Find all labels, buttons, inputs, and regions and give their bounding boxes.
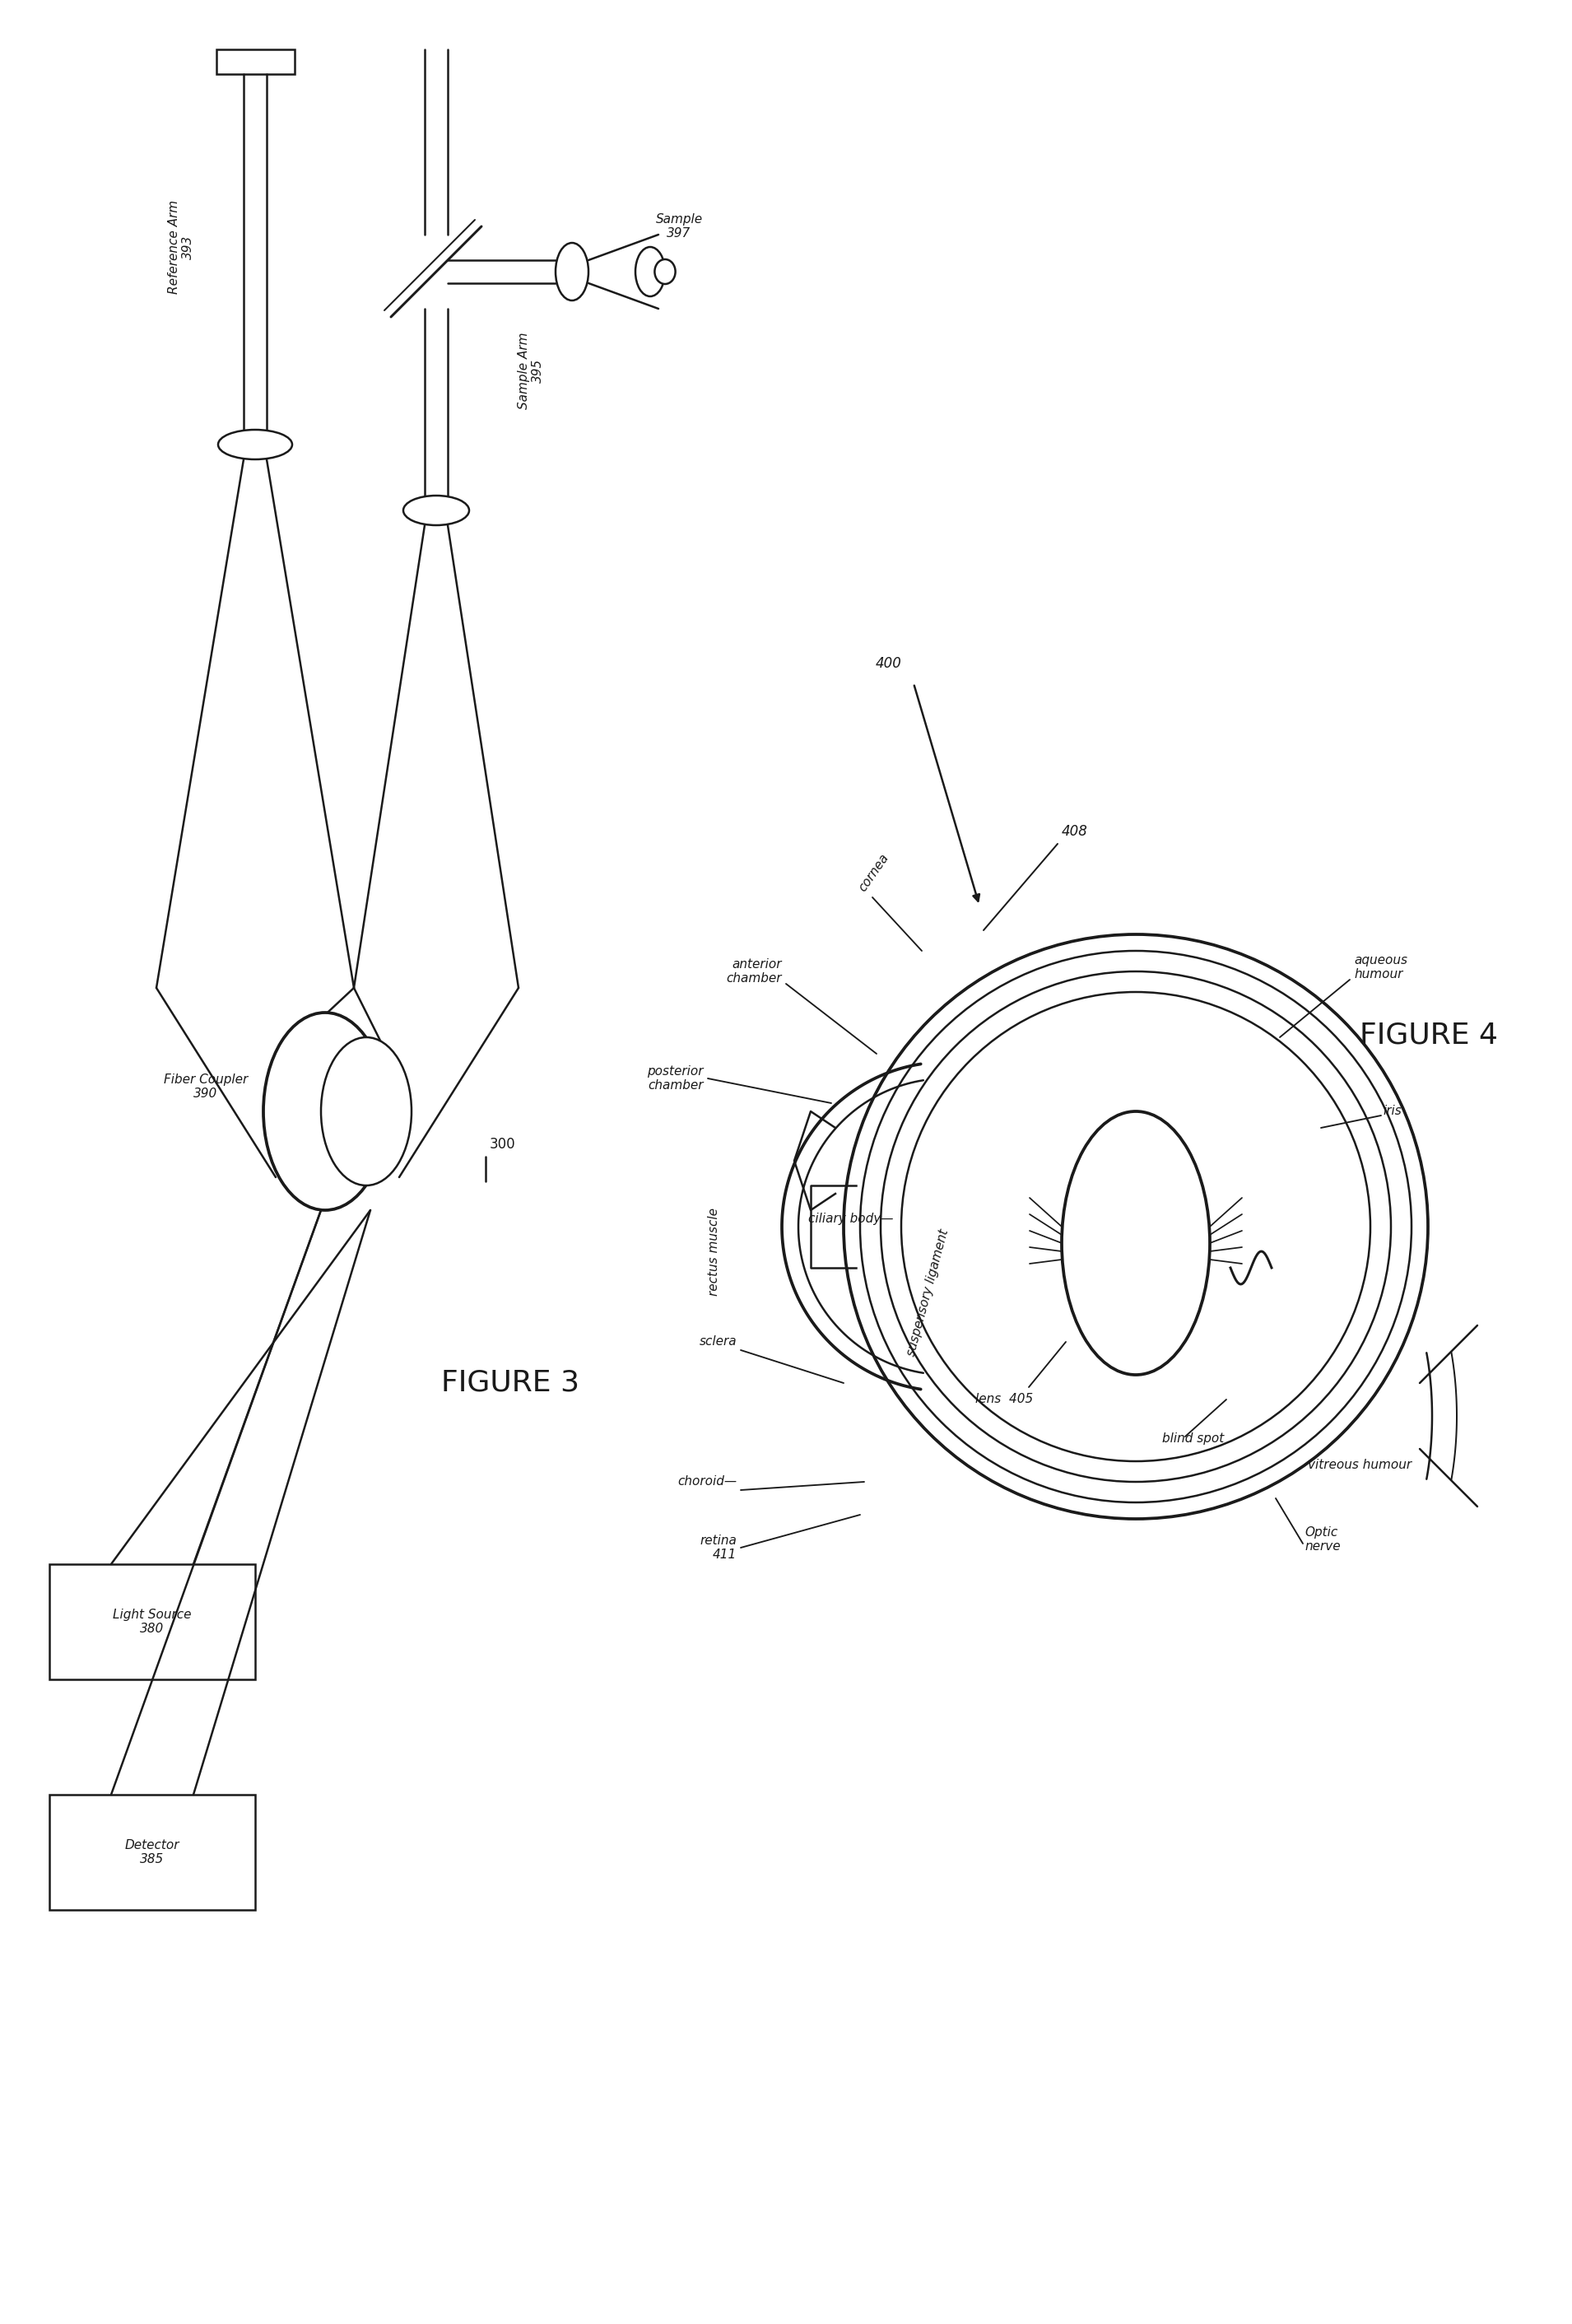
Ellipse shape bbox=[321, 1037, 412, 1185]
Text: FIGURE 4: FIGURE 4 bbox=[1360, 1020, 1498, 1048]
Text: suspensory ligament: suspensory ligament bbox=[905, 1227, 951, 1357]
Ellipse shape bbox=[654, 260, 676, 284]
Text: retina
411: retina 411 bbox=[700, 1534, 737, 1562]
Text: Sample Arm
395: Sample Arm 395 bbox=[517, 332, 544, 409]
Text: fovea: fovea bbox=[1102, 1350, 1137, 1362]
Text: anterior
chamber: anterior chamber bbox=[726, 957, 781, 985]
Text: 300: 300 bbox=[490, 1136, 516, 1153]
Text: rectus muscle: rectus muscle bbox=[707, 1206, 720, 1294]
Ellipse shape bbox=[844, 934, 1427, 1520]
Bar bbox=[1242, 1202, 1269, 1260]
Text: blind spot: blind spot bbox=[1162, 1432, 1225, 1446]
Text: ciliary body—: ciliary body— bbox=[808, 1213, 893, 1225]
Text: 400: 400 bbox=[876, 655, 902, 672]
Ellipse shape bbox=[555, 242, 588, 300]
Text: choroid—: choroid— bbox=[678, 1476, 737, 1487]
Text: Reference Arm
393: Reference Arm 393 bbox=[168, 200, 195, 293]
Bar bbox=[49, 1794, 255, 1910]
Ellipse shape bbox=[901, 992, 1371, 1462]
Text: Detector
385: Detector 385 bbox=[124, 1838, 179, 1866]
Text: sclera: sclera bbox=[700, 1336, 737, 1348]
Ellipse shape bbox=[880, 971, 1391, 1483]
Bar bbox=[49, 1564, 255, 1680]
Text: posterior
chamber: posterior chamber bbox=[648, 1064, 704, 1092]
Text: Sample
397: Sample 397 bbox=[656, 214, 703, 239]
Text: lens  405: lens 405 bbox=[975, 1394, 1033, 1406]
Text: Fiber Coupler
390: Fiber Coupler 390 bbox=[163, 1074, 248, 1099]
Text: vitreous humour: vitreous humour bbox=[1308, 1459, 1412, 1471]
Text: cornea: cornea bbox=[857, 851, 891, 895]
Bar bbox=[1236, 1192, 1275, 1204]
Ellipse shape bbox=[1061, 1111, 1210, 1376]
Bar bbox=[1003, 1202, 1030, 1260]
Text: iris: iris bbox=[1383, 1106, 1401, 1118]
Text: Optic
nerve: Optic nerve bbox=[1305, 1527, 1341, 1552]
Bar bbox=[997, 1192, 1036, 1204]
Text: 408: 408 bbox=[1061, 825, 1088, 839]
Bar bbox=[215, 49, 294, 74]
Ellipse shape bbox=[219, 430, 292, 460]
Ellipse shape bbox=[404, 495, 468, 525]
Text: aqueous
humour: aqueous humour bbox=[1353, 953, 1407, 981]
Text: FIGURE 3: FIGURE 3 bbox=[442, 1369, 580, 1397]
Ellipse shape bbox=[860, 951, 1412, 1501]
Text: Light Source
380: Light Source 380 bbox=[113, 1608, 192, 1636]
Ellipse shape bbox=[264, 1013, 387, 1211]
Ellipse shape bbox=[635, 246, 665, 297]
